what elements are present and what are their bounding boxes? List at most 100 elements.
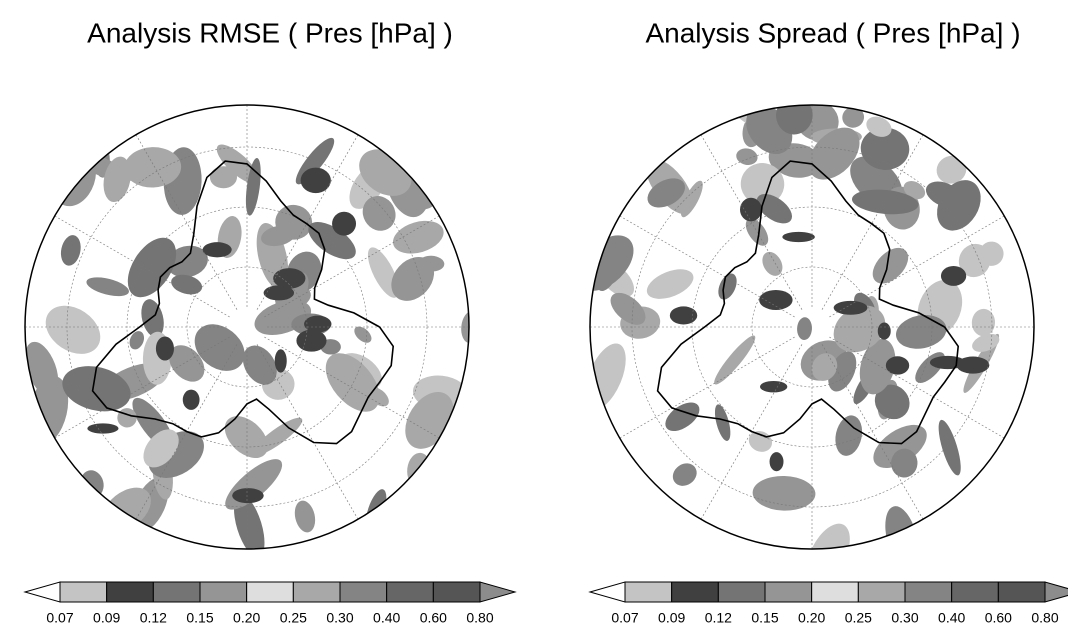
shaded-region xyxy=(903,181,926,200)
shaded-region xyxy=(851,189,919,215)
colorbar-label: 0.20 xyxy=(798,610,825,626)
shaded-region xyxy=(182,389,200,410)
shaded-region xyxy=(936,155,967,184)
shaded-region xyxy=(87,423,119,434)
colorbar-box xyxy=(246,581,294,603)
colorbar-label: 0.25 xyxy=(280,610,307,626)
colorbar-label: 0.80 xyxy=(1031,610,1058,626)
colorbar-label: 0.30 xyxy=(326,610,353,626)
shaded-region xyxy=(769,452,784,472)
shaded-region xyxy=(740,197,762,222)
colorbar-label: 0.25 xyxy=(845,610,872,626)
shaded-region xyxy=(895,314,947,349)
colorbar-above xyxy=(1044,581,1068,603)
colorbar-box xyxy=(671,581,719,603)
shaded-region xyxy=(273,268,306,289)
shaded-region xyxy=(332,211,357,236)
colorbar-box xyxy=(997,581,1046,603)
shaded-region xyxy=(25,341,59,397)
shaded-region xyxy=(972,333,1000,352)
colorbar-above xyxy=(479,581,517,603)
colorbar-below xyxy=(588,581,626,603)
colorbar-label: 0.15 xyxy=(751,610,778,626)
shaded-region xyxy=(261,225,296,247)
colorbar-box xyxy=(106,581,154,603)
longitude-line xyxy=(135,134,238,310)
shaded-region xyxy=(874,384,910,420)
longitude-line xyxy=(619,336,795,439)
shaded-region xyxy=(940,266,967,286)
colorbar-label: 0.09 xyxy=(93,610,120,626)
colorbar-box xyxy=(292,581,341,603)
colorbar-label: 0.20 xyxy=(233,610,260,626)
colorbar-box xyxy=(811,581,859,603)
colorbar-box xyxy=(624,581,673,603)
shaded-region xyxy=(232,488,264,504)
shaded-region xyxy=(129,331,145,350)
colorbar-label: 0.09 xyxy=(658,610,685,626)
shaded-region xyxy=(274,349,287,373)
shaded-region xyxy=(45,305,101,354)
shaded-region xyxy=(680,180,703,218)
longitude-line xyxy=(821,344,924,520)
longitude-line xyxy=(700,134,803,310)
shaded-region xyxy=(194,324,245,371)
shaded-region xyxy=(866,116,892,137)
shaded-region xyxy=(60,235,81,266)
shaded-region xyxy=(325,353,380,412)
longitude-line xyxy=(264,336,440,439)
shaded-region xyxy=(885,356,910,375)
shaded-region xyxy=(647,178,686,208)
colorbar-box xyxy=(857,581,906,603)
shaded-region xyxy=(103,156,131,203)
shaded-region xyxy=(224,416,268,459)
colorbar-box xyxy=(339,581,388,603)
shaded-region xyxy=(842,106,865,128)
colorbar-label: 0.15 xyxy=(186,610,213,626)
shaded-region xyxy=(665,402,700,432)
shaded-region xyxy=(833,300,868,315)
colorbar-label: 0.40 xyxy=(938,610,965,626)
shaded-region xyxy=(296,329,327,352)
colorbar-label: 0.60 xyxy=(420,610,447,626)
shaded-region xyxy=(216,144,260,184)
colorbar-label: 0.07 xyxy=(46,610,73,626)
longitude-line xyxy=(619,215,795,318)
map-border xyxy=(24,104,470,550)
longitude-line xyxy=(821,134,924,310)
shaded-region xyxy=(354,326,372,343)
colorbar-label: 0.07 xyxy=(611,610,638,626)
shaded-region xyxy=(752,475,816,511)
coastline xyxy=(91,160,395,445)
map-border xyxy=(589,104,1035,550)
shaded-region xyxy=(756,194,793,224)
shaded-region xyxy=(736,148,758,165)
colorbar-box xyxy=(152,581,201,603)
shaded-region xyxy=(979,241,1004,266)
shaded-region xyxy=(124,147,182,188)
shaded-region xyxy=(294,500,316,533)
shaded-region xyxy=(169,345,205,382)
shaded-region xyxy=(872,247,909,284)
longitude-line xyxy=(256,344,359,520)
shaded-region xyxy=(304,315,332,333)
shaded-region xyxy=(209,166,238,189)
shaded-region xyxy=(762,251,783,276)
colorbar-below xyxy=(23,581,61,603)
colorbar-box xyxy=(904,581,953,603)
colorbar-box xyxy=(432,581,481,603)
shaded-region xyxy=(646,269,694,299)
shaded-region xyxy=(392,220,444,254)
shaded-region xyxy=(86,277,129,297)
colorbar-label: 0.12 xyxy=(705,610,732,626)
colorbar-box xyxy=(764,581,813,603)
colorbar-box xyxy=(199,581,248,603)
longitude-line xyxy=(829,215,1005,318)
shaded-region xyxy=(263,285,295,301)
panel-title: Analysis Spread ( Pres [hPa] ) xyxy=(645,17,1020,48)
shaded-region xyxy=(782,231,815,243)
shaded-region xyxy=(166,245,208,278)
longitude-line xyxy=(54,336,230,439)
shaded-region xyxy=(956,356,990,374)
